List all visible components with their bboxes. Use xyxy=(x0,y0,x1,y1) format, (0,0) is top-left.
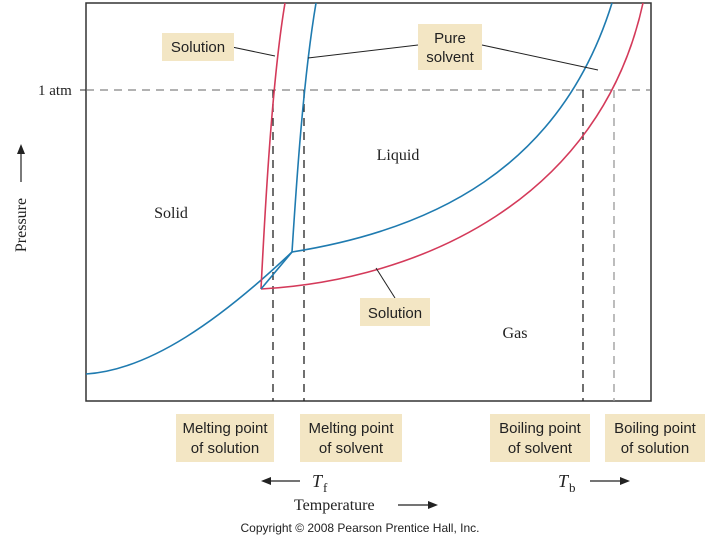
solvent-sublimation-curve xyxy=(85,251,293,375)
liquid-label: Liquid xyxy=(377,147,420,164)
bp-solvent-line1: Boiling point xyxy=(499,420,582,437)
solvent-fusion-curve xyxy=(291,2,317,253)
solution-bottom-label: Solution xyxy=(368,305,422,322)
mp-solution-line1: Melting point xyxy=(182,420,268,437)
solution-top-callout: Solution xyxy=(162,33,234,61)
copyright-text: Copyright © 2008 Pearson Prentice Hall, … xyxy=(241,521,480,535)
solid-label: Solid xyxy=(154,205,188,222)
mp-solution-line2: of solution xyxy=(191,440,259,457)
one-atm-label: 1 atm xyxy=(38,83,72,99)
solution-triple-link xyxy=(260,251,293,290)
bp-solution-line2: of solution xyxy=(621,440,689,457)
plot-frame xyxy=(85,2,652,402)
solution-fusion-curve xyxy=(260,2,286,290)
pure-solvent-label-line1: Pure xyxy=(434,30,466,47)
tb-label-group: T b xyxy=(558,471,630,495)
mp-solvent-box: Melting point of solvent xyxy=(300,414,402,462)
tb-main: T xyxy=(558,471,570,491)
tb-sub: b xyxy=(569,480,576,495)
temperature-axis-label: Temperature xyxy=(294,497,375,514)
mp-solvent-line2: of solvent xyxy=(319,440,384,457)
solution-bottom-callout: Solution xyxy=(360,298,430,326)
pure-solvent-label-line2: solvent xyxy=(426,49,474,66)
solution-top-label: Solution xyxy=(171,39,225,56)
mp-solution-box: Melting point of solution xyxy=(176,414,274,462)
tf-left-arrow-icon xyxy=(261,477,271,485)
bp-solvent-box: Boiling point of solvent xyxy=(490,414,590,462)
tf-label-group: T f xyxy=(261,471,328,495)
tf-main: T xyxy=(312,471,324,491)
gas-label: Gas xyxy=(503,325,528,342)
temperature-arrow-icon xyxy=(428,501,438,509)
bp-solution-box: Boiling point of solution xyxy=(605,414,705,462)
pure-solvent-leader-left xyxy=(307,44,419,59)
pressure-arrow-icon xyxy=(17,144,25,154)
pure-solvent-leader-right xyxy=(481,44,599,71)
pressure-axis-label: Pressure xyxy=(13,198,30,252)
temperature-axis-label-group: Temperature xyxy=(294,497,438,514)
pressure-axis-label-group: Pressure xyxy=(13,144,30,252)
mp-solvent-line1: Melting point xyxy=(308,420,394,437)
pure-solvent-callout: Pure solvent xyxy=(418,24,482,70)
bp-solvent-line2: of solvent xyxy=(508,440,573,457)
bp-solution-line1: Boiling point xyxy=(614,420,697,437)
solution-top-leader xyxy=(231,46,276,57)
tb-right-arrow-icon xyxy=(620,477,630,485)
solvent-vaporization-curve xyxy=(291,2,613,253)
tf-sub: f xyxy=(323,480,328,495)
solution-bottom-leader xyxy=(375,267,396,299)
solution-vaporization-curve xyxy=(260,2,644,290)
